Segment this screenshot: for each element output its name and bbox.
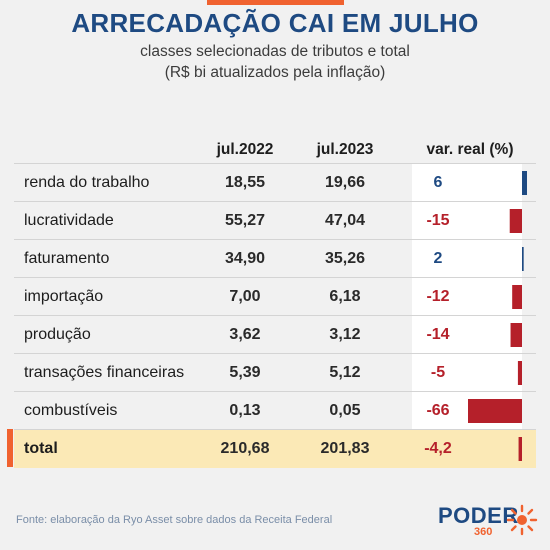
variation-bar [518, 437, 522, 461]
variation-bar-area [517, 361, 522, 385]
total-row: total 210,68 201,83 -4,2 [14, 429, 536, 468]
variation-cell [412, 316, 522, 354]
row-label: total [24, 440, 58, 457]
variation-bar-area [512, 285, 522, 309]
row-label: transações financeiras [24, 364, 185, 381]
value-jul2022: 34,90 [224, 250, 266, 267]
column-header-jul2022: jul.2022 [216, 141, 274, 158]
row-label: lucratividade [24, 212, 114, 229]
variation-bar-area [509, 209, 522, 233]
row-label: importação [24, 288, 104, 305]
value-jul2022: 55,27 [224, 212, 266, 229]
value-jul2022: 18,55 [224, 174, 266, 191]
table-row: renda do trabalho 18,55 19,66 6 [14, 163, 536, 202]
variation-label: -5 [430, 364, 446, 381]
column-header-jul2023: jul.2023 [316, 141, 374, 158]
table-row: combustíveis 0,13 0,05 -66 [14, 391, 536, 430]
column-header-var-real: var. real (%) [426, 141, 514, 158]
value-jul2023: 6,18 [329, 288, 361, 305]
value-jul2023: 0,05 [329, 402, 361, 419]
value-jul2022: 3,62 [229, 326, 261, 343]
variation-bar-area [522, 171, 527, 195]
variation-bar-area [468, 399, 522, 423]
value-jul2023: 19,66 [324, 174, 366, 191]
value-jul2022: 5,39 [229, 364, 261, 381]
variation-bar [512, 285, 522, 309]
variation-label: 6 [433, 174, 443, 191]
variation-bar-area [510, 323, 522, 347]
variation-label: 2 [433, 250, 443, 267]
variation-cell [412, 202, 522, 240]
variation-cell [412, 278, 522, 316]
row-label: faturamento [24, 250, 110, 267]
value-jul2022: 210,68 [220, 440, 270, 457]
value-jul2023: 35,26 [324, 250, 366, 267]
variation-bar [510, 323, 522, 347]
variation-bar [522, 247, 524, 271]
variation-label: -12 [426, 288, 450, 305]
brand-logo-word: PODER [438, 503, 519, 528]
row-label: produção [24, 326, 91, 343]
table-row: importação 7,00 6,18 -12 [14, 277, 536, 316]
table-row: faturamento 34,90 35,26 2 [14, 239, 536, 278]
source-note: Fonte: elaboração da Ryo Asset sobre dad… [16, 514, 333, 526]
variation-bar [522, 171, 527, 195]
variation-label: -66 [426, 402, 450, 419]
variation-label: -4,2 [424, 440, 452, 457]
brand-logo-number: 360 [474, 526, 493, 538]
row-label: renda do trabalho [24, 174, 150, 191]
table-row: produção 3,62 3,12 -14 [14, 315, 536, 354]
variation-bar [509, 209, 522, 233]
top-accent-bar [207, 0, 344, 5]
value-jul2022: 0,13 [229, 402, 261, 419]
variation-cell [412, 164, 522, 202]
chart-title: ARRECADAÇÃO CAI EM JULHO [71, 8, 479, 38]
variation-bar [517, 361, 522, 385]
value-jul2023: 5,12 [329, 364, 361, 381]
chart-subtitle: classes selecionadas de tributos e total [140, 43, 410, 60]
table-row: lucratividade 55,27 47,04 -15 [14, 201, 536, 240]
chart-unit-note: (R$ bi atualizados pela inflação) [164, 64, 386, 81]
variation-bar-area [518, 437, 522, 461]
brand-sun-icon [506, 504, 538, 536]
variation-label: -15 [426, 212, 450, 229]
row-label: combustíveis [24, 402, 118, 419]
value-jul2023: 3,12 [329, 326, 361, 343]
table-row: transações financeiras 5,39 5,12 -5 [14, 353, 536, 392]
variation-cell [412, 240, 522, 278]
variation-label: -14 [426, 326, 450, 343]
variation-bar-area [522, 247, 524, 271]
value-jul2022: 7,00 [229, 288, 261, 305]
variation-cell [412, 354, 522, 392]
value-jul2023: 201,83 [320, 440, 370, 457]
total-marker [7, 429, 13, 467]
variation-bar [468, 399, 522, 423]
value-jul2023: 47,04 [324, 212, 366, 229]
